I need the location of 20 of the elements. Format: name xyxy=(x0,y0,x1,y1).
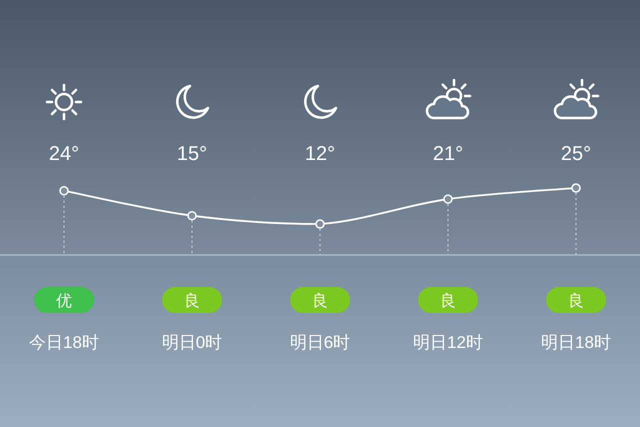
data-label: 21° xyxy=(432,143,464,165)
x-tick-label: 明日12时 xyxy=(413,333,483,352)
point xyxy=(187,210,197,220)
text: 良 xyxy=(568,292,584,310)
point xyxy=(571,183,581,193)
x-tick-label: 明日6时 xyxy=(290,333,350,352)
text: 良 xyxy=(440,292,456,310)
point xyxy=(315,219,325,229)
x-tick-label: 明日0时 xyxy=(162,333,222,352)
data-label: 12° xyxy=(304,143,336,165)
point xyxy=(443,194,453,204)
point xyxy=(59,186,69,196)
data-label: 24° xyxy=(48,143,80,165)
x-tick-label: 明日18时 xyxy=(541,333,611,352)
text: 良 xyxy=(184,292,200,310)
data-label: 15° xyxy=(176,143,208,165)
text: 良 xyxy=(312,292,328,310)
text: 优 xyxy=(56,293,72,310)
data-label: 25° xyxy=(560,143,592,165)
x-tick-label: 今日18时 xyxy=(29,333,99,352)
